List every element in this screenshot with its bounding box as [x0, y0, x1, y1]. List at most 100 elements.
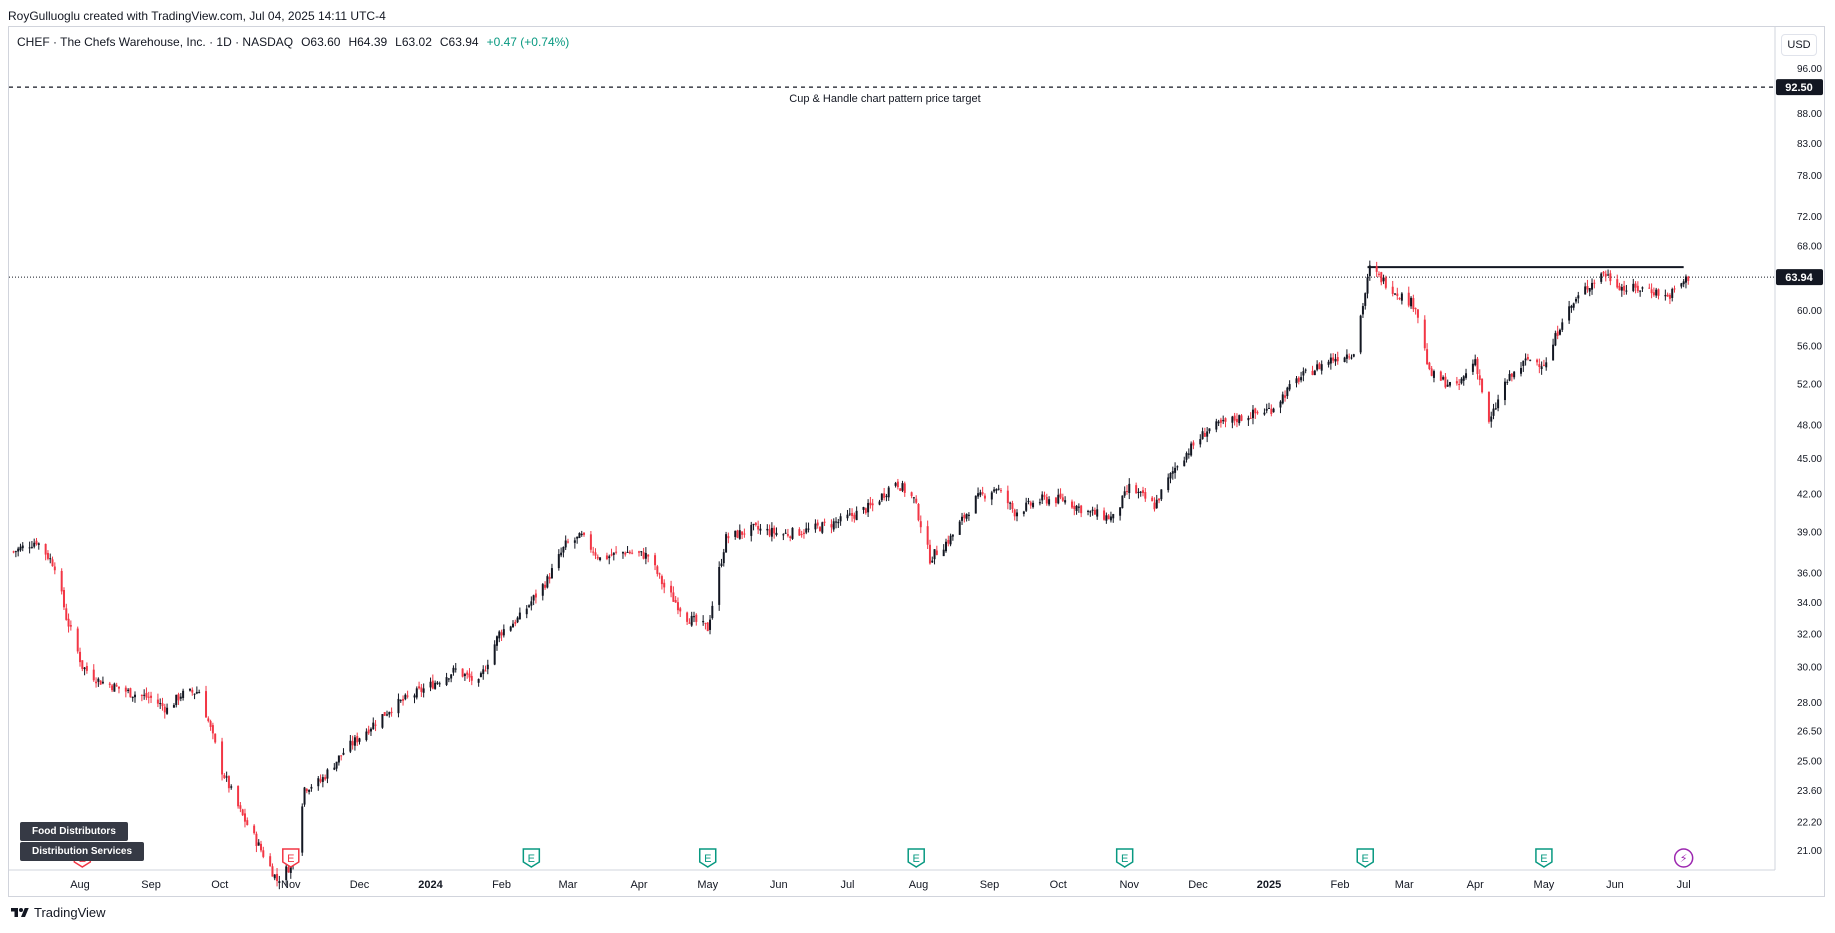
candle-body	[608, 556, 611, 559]
candle-body	[686, 612, 689, 622]
earnings-marker[interactable]: E	[522, 848, 541, 868]
earnings-marker-shape	[282, 848, 300, 868]
earnings-marker[interactable]: E	[282, 848, 300, 868]
candle-body	[1616, 279, 1619, 288]
candle-body	[757, 526, 760, 530]
attribution: RoyGulluoglu created with TradingView.co…	[8, 9, 386, 23]
earnings-marker[interactable]: E	[907, 848, 925, 868]
candle-body	[1109, 516, 1112, 521]
candle-body	[912, 497, 915, 499]
y-tick-label: 34.00	[1797, 598, 1822, 609]
candle-body	[839, 516, 842, 522]
sector-tag-food-distributors[interactable]: Food Distributors	[20, 822, 128, 841]
candle-body	[223, 775, 226, 779]
candle-body	[1609, 273, 1612, 282]
earnings-marker-shape	[907, 848, 925, 868]
candle-body	[741, 531, 744, 535]
candle-body	[1352, 354, 1355, 357]
candle-body	[560, 552, 563, 556]
candle-body	[482, 669, 485, 675]
candle-body	[388, 712, 391, 715]
symbol-name[interactable]: CHEF · The Chefs Warehouse, Inc. · 1D · …	[17, 35, 294, 49]
candle-body	[179, 696, 182, 699]
earnings-marker-shape	[698, 848, 717, 868]
candle-body	[557, 554, 560, 569]
candle-body	[610, 554, 613, 556]
dividend-marker-label: ⚡	[1680, 852, 1688, 865]
candle-body	[979, 492, 982, 496]
candle-body	[243, 813, 246, 822]
y-tick-label: 21.00	[1797, 846, 1822, 857]
candle-body	[60, 570, 63, 592]
earnings-marker-label: E	[1121, 853, 1128, 865]
sector-tag-distribution-services[interactable]: Distribution Services	[20, 842, 145, 861]
candle-body	[1634, 283, 1637, 288]
candle-body	[773, 527, 776, 534]
candle-body	[656, 566, 659, 574]
candle-body	[1588, 288, 1591, 292]
dividend-marker[interactable]: ⚡	[1673, 848, 1694, 868]
candle-body	[752, 523, 755, 526]
candle-body	[1318, 363, 1321, 370]
candle-body	[1536, 359, 1539, 363]
candle-body	[67, 618, 70, 627]
currency-button[interactable]: USD	[1781, 34, 1817, 56]
x-tick-label: Sep	[141, 879, 161, 891]
candle-body	[516, 617, 519, 623]
candle-body	[660, 576, 663, 585]
candle-body	[1334, 358, 1337, 362]
candle-body	[1190, 443, 1193, 456]
candle-body	[974, 495, 977, 514]
candle-body	[402, 699, 405, 701]
earnings-marker[interactable]: E	[698, 848, 717, 868]
footer-brand[interactable]: TradingView	[10, 905, 106, 920]
candle-body	[324, 777, 327, 780]
earnings-marker-shape	[522, 848, 541, 868]
earnings-marker[interactable]: E	[1115, 848, 1134, 868]
candle-body	[688, 622, 691, 624]
candle-body	[1558, 329, 1561, 335]
candle-body	[193, 693, 196, 695]
candle-body	[14, 551, 17, 553]
close-value: C63.94	[439, 35, 479, 49]
candle-body	[1577, 295, 1580, 299]
candle-body	[931, 560, 934, 563]
candle-body	[340, 755, 343, 757]
candle-body	[1494, 408, 1497, 410]
candle-body	[1538, 364, 1541, 368]
candle-body	[853, 514, 856, 519]
candle-body	[255, 833, 258, 847]
candle-body	[436, 682, 439, 684]
candle-body	[759, 528, 762, 531]
candle-body	[262, 850, 265, 857]
candle-body	[562, 546, 565, 553]
earnings-marker[interactable]: E	[1535, 848, 1553, 868]
candle-body	[1254, 408, 1257, 414]
candle-body	[1348, 356, 1351, 358]
candle-body	[1288, 384, 1291, 390]
candle-body	[418, 686, 421, 689]
candle-body	[917, 503, 920, 521]
candle-body	[638, 551, 641, 553]
candle-body	[1121, 495, 1124, 509]
candle-body	[1011, 503, 1014, 509]
candle-body	[182, 690, 185, 699]
candle-body	[1359, 315, 1362, 353]
candle-body	[1490, 416, 1493, 422]
candle-body	[990, 492, 993, 500]
candle-body	[205, 691, 208, 718]
candle-body	[544, 584, 547, 588]
candle-body	[191, 689, 194, 693]
earnings-marker[interactable]: E	[1356, 848, 1374, 868]
candle-body	[1545, 362, 1548, 368]
change-value: +0.47 (+0.74%)	[486, 35, 570, 49]
candle-body	[615, 551, 618, 553]
candle-body	[269, 856, 272, 867]
candle-body	[1568, 306, 1571, 321]
candle-body	[1398, 298, 1401, 300]
candle-body	[1089, 511, 1092, 513]
candle-body	[1284, 395, 1287, 398]
candle-body	[885, 495, 888, 497]
candle-body	[1016, 512, 1019, 517]
